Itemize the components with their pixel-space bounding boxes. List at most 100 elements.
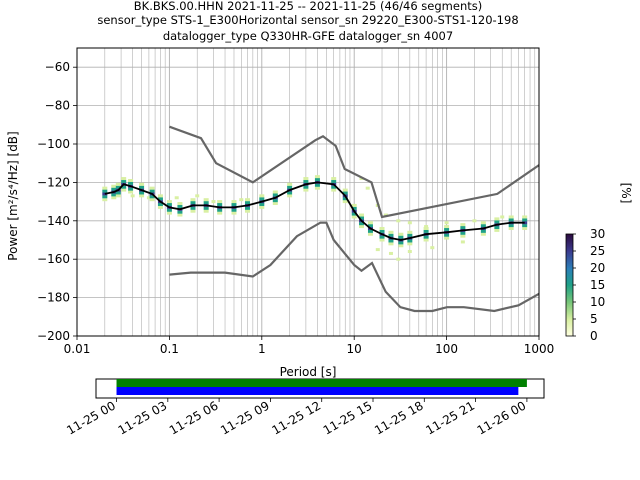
density-cell [239, 198, 244, 202]
density-cell [217, 208, 223, 212]
density-cell [367, 232, 373, 236]
y-tick-label: −180 [37, 291, 70, 305]
density-cell [351, 206, 357, 210]
x-axis-label: Period [s] [280, 365, 337, 379]
density-cell [460, 234, 466, 238]
density-cell [128, 178, 134, 182]
density-cell [494, 220, 500, 224]
density-cell [388, 233, 394, 237]
density-cell [494, 226, 500, 230]
density-cell [500, 215, 505, 219]
density-cell [244, 201, 250, 205]
density-cell [139, 185, 145, 189]
y-axis-ticks: −60 −80 −100 −120 −140 −160 −180 −200 [37, 60, 77, 343]
chart-title: BK.BKS.00.HHN 2021-11-25 -- 2021-11-25 (… [97, 0, 518, 43]
density-cell [121, 188, 127, 192]
density-cell [367, 221, 373, 225]
density-cell [351, 215, 357, 219]
density-cell [331, 179, 337, 183]
density-cell [430, 246, 435, 250]
density-cell [287, 191, 293, 195]
density-cell [231, 202, 237, 206]
ppsd-plot-area: 0.01 0.1 1 10 100 1000 −60 −80 −100 −120 −140 −160… [6, 47, 555, 379]
density-cell [146, 196, 151, 200]
density-cell [407, 242, 413, 246]
y-tick-label: −200 [37, 329, 70, 343]
high-noise-model-line [169, 125, 540, 219]
coverage-tick-label: 11-25 03 [116, 398, 170, 437]
y-tick-label: −60 [45, 60, 70, 74]
title-line-3: datalogger_type Q330HR-GFE datalogger_sn… [163, 29, 453, 43]
density-cell [177, 202, 183, 206]
density-cell [121, 179, 127, 183]
density-cell [314, 186, 320, 190]
density-cell [157, 194, 163, 198]
density-cell [149, 198, 155, 202]
mean-line [104, 181, 525, 241]
density-cell [331, 185, 337, 189]
density-cell [272, 190, 278, 194]
density-cell [460, 226, 466, 230]
density-cell [190, 198, 196, 202]
density-cell [203, 209, 209, 213]
density-cell [398, 235, 404, 239]
density-cell [190, 201, 196, 205]
coverage-tick-label: 11-25 21 [423, 398, 477, 437]
density-cell [174, 196, 179, 200]
density-cell [508, 218, 514, 222]
density-cell [177, 204, 183, 208]
density-cell [111, 187, 117, 191]
coverage-tick-label: 11-25 09 [218, 398, 272, 437]
density-cell [244, 198, 250, 202]
density-cell [259, 202, 265, 206]
density-cell [444, 233, 450, 237]
density-cell [351, 212, 357, 216]
density-cell [166, 208, 172, 212]
colorbar-tick-label: 5 [590, 312, 598, 326]
coverage-tick-label: 11-25 15 [321, 398, 375, 437]
mean-curve [104, 181, 525, 241]
density-cell [460, 223, 466, 227]
density-cell [259, 205, 265, 209]
density-cell [398, 232, 404, 236]
density-cell [287, 182, 293, 186]
density-cell [102, 195, 108, 199]
density-cell [303, 188, 309, 192]
density-cell [331, 188, 337, 192]
density-cell [149, 186, 155, 190]
y-tick-label: −160 [37, 252, 70, 266]
x-axis-ticks: 0.01 0.1 1 10 100 1000 [64, 336, 555, 356]
coverage-tick-label: 11-25 12 [269, 398, 323, 437]
density-cell [480, 224, 486, 228]
density-cell [379, 235, 385, 239]
density-cell [157, 205, 163, 209]
x-tick-label: 100 [435, 342, 458, 356]
density-cell [128, 190, 134, 194]
density-cell [149, 189, 155, 193]
density-cell [128, 181, 134, 185]
y-tick-label: −140 [37, 214, 70, 228]
density-cell [203, 206, 209, 210]
x-tick-label: 1 [258, 342, 266, 356]
colorbar-tick-label: 10 [590, 295, 605, 309]
density-cell [203, 201, 209, 205]
density-cell [115, 194, 121, 198]
density-cell [287, 194, 293, 198]
density-cell [407, 250, 412, 254]
density-cell [444, 227, 450, 231]
density-cell [203, 198, 209, 202]
density-cell [444, 225, 450, 229]
density-cell [111, 196, 117, 200]
x-tick-label: 0.1 [160, 342, 179, 356]
density-cell [272, 193, 278, 197]
density-cell [398, 244, 404, 248]
density-cell [231, 211, 237, 215]
density-cell [375, 248, 380, 252]
x-tick-label: 1000 [524, 342, 555, 356]
density-cell [522, 218, 528, 222]
density-cell [121, 177, 127, 181]
density-cell [166, 200, 172, 204]
y-tick-label: −80 [45, 99, 70, 113]
density-cell [508, 215, 514, 219]
